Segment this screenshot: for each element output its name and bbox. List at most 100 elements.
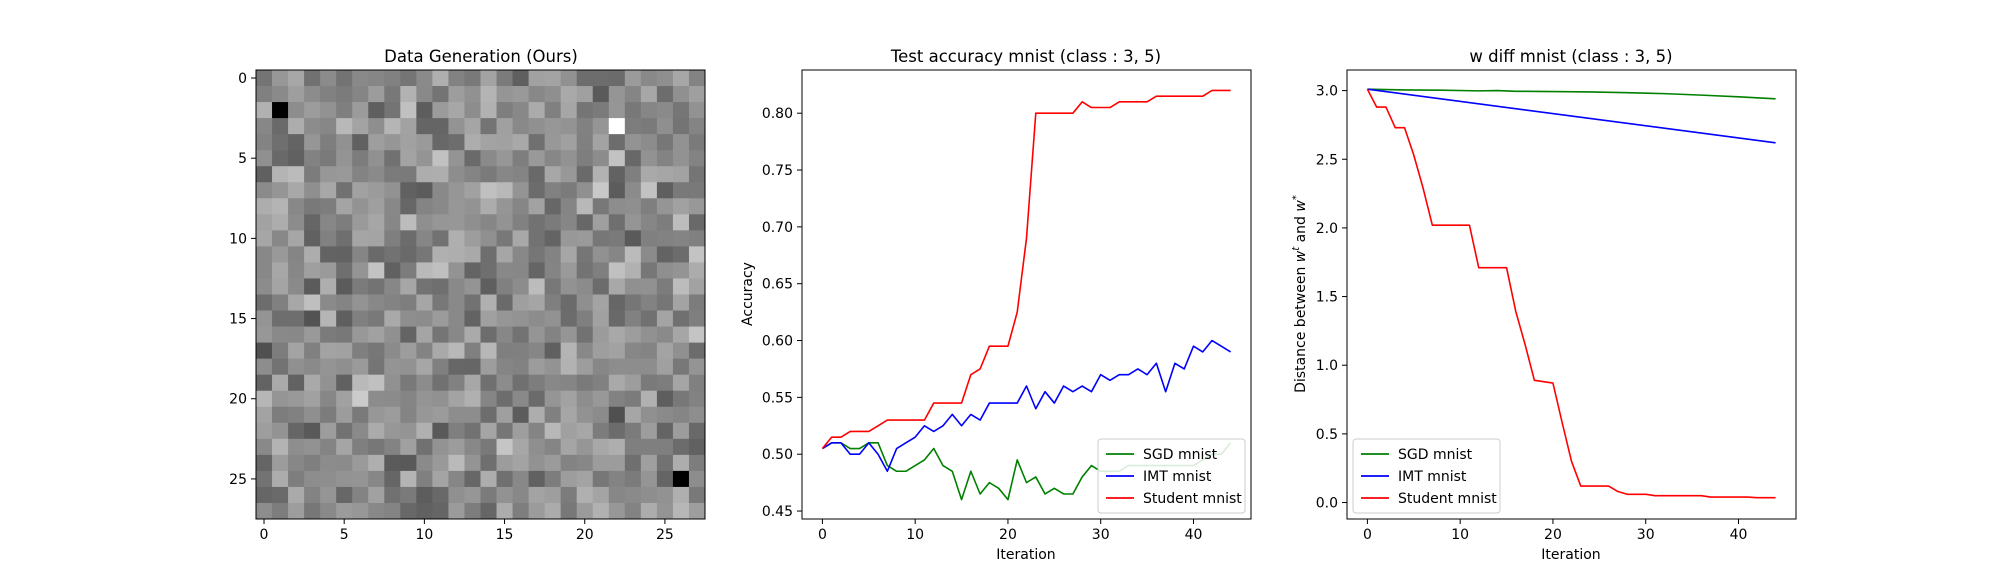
heatmap-cell [576,470,594,488]
y-tick-label: 0.45 [762,504,793,520]
heatmap-cell [656,134,674,151]
heatmap-cell [384,102,401,119]
heatmap-cell [592,438,610,456]
heatmap-cell [544,374,562,392]
heatmap-cell [656,70,674,87]
heatmap-cell [592,502,610,520]
heatmap-cell [288,102,305,119]
heatmap-cell [512,390,530,408]
heatmap-cell [256,406,273,424]
panel2-title: Test accuracy mnist (class : 3, 5) [890,47,1161,66]
heatmap-cell [320,454,337,472]
heatmap-cell [576,454,594,472]
heatmap-cell [272,150,289,167]
heatmap-cell [368,198,385,215]
heatmap-cell [496,246,513,263]
heatmap-cell [560,166,578,183]
heatmap-cell [608,118,626,135]
heatmap-cell [480,422,497,440]
heatmap-cell [672,310,690,327]
heatmap-cell [624,454,642,472]
heatmap-cell [672,438,690,456]
heatmap-cell [592,374,610,392]
heatmap-cell [592,310,610,327]
heatmap-cell [272,454,289,472]
heatmap-cell [480,342,497,360]
heatmap-cell [272,246,289,263]
heatmap-cell [512,326,530,344]
heatmap-cell [480,134,497,151]
y-tick-label: 0.80 [762,106,793,122]
heatmap-cell [576,342,594,360]
heatmap-cell [512,230,530,247]
heatmap-cell [256,134,273,151]
heatmap-cell [320,438,337,456]
heatmap-cell [448,262,465,279]
heatmap-cell [624,102,642,119]
heatmap-cell [560,438,578,456]
heatmap-cell [480,438,497,456]
heatmap-cell [304,406,321,424]
heatmap-cell [640,358,658,376]
heatmap-cell [528,310,546,327]
heatmap-cell [464,118,481,135]
heatmap-cell [464,310,481,327]
heatmap-cell [608,166,626,183]
heatmap-cell [464,102,481,119]
heatmap-cell [544,470,562,488]
heatmap-cell [640,406,658,424]
heatmap-cell [560,454,578,472]
heatmap-cell [448,438,465,456]
heatmap-cell [528,150,546,167]
heatmap-cell [512,166,530,183]
heatmap-cell [400,342,417,360]
heatmap-cell [592,134,610,151]
heatmap-cell [368,326,385,344]
heatmap-cell [272,118,289,135]
heatmap-cell [496,198,513,215]
heatmap-cell [640,166,658,183]
heatmap-cell [592,358,610,376]
heatmap-cell [576,182,594,199]
heatmap-cell [368,182,385,199]
heatmap-cell [448,246,465,263]
y-tick-label: 0 [238,71,247,87]
heatmap-cell [256,438,273,456]
heatmap-cell [304,214,321,231]
heatmap-cell [448,118,465,135]
heatmap-cell [416,70,433,87]
heatmap-cell [400,390,417,408]
heatmap-cell [416,182,433,199]
heatmap-cell [432,310,449,327]
heatmap-cell [288,502,305,520]
heatmap-cell [256,342,273,360]
heatmap-cell [608,246,626,263]
heatmap-cell [672,166,690,183]
heatmap-cell [432,86,449,103]
heatmap-cell [640,198,658,215]
heatmap-cell [672,358,690,376]
heatmap-cell [416,406,433,424]
heatmap-cell [352,470,369,488]
heatmap-cell [592,422,610,440]
heatmap-cell [256,102,273,119]
heatmap-cell [512,438,530,456]
x-tick-label: 15 [496,527,514,543]
heatmap-cell [464,422,481,440]
heatmap-cell [352,150,369,167]
heatmap-cell [288,278,305,295]
heatmap-cell [560,86,578,103]
y-tick-label: 0.55 [762,390,793,406]
heatmap-cell [368,502,385,520]
heatmap-cell [432,358,449,376]
heatmap-cell [576,70,594,87]
heatmap-cell [272,134,289,151]
heatmap-cell [336,230,353,247]
heatmap-cell [496,406,513,424]
heatmap-cell [416,214,433,231]
heatmap-cell [576,486,594,504]
heatmap-cell [544,326,562,344]
legend-label: Student mnist [1143,491,1242,507]
heatmap-cell [320,198,337,215]
y-tick-label: 1.0 [1316,358,1338,374]
